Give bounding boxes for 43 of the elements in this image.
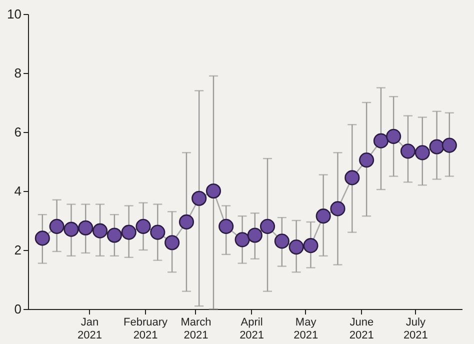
x-tick-label: March 2021 [180, 316, 212, 342]
point [288, 240, 304, 255]
point [164, 235, 180, 250]
point [260, 218, 276, 234]
y-tick-label: 10 [7, 6, 22, 22]
point [136, 218, 151, 234]
point [106, 228, 122, 243]
x-tick-label: May 2021 [294, 316, 318, 342]
x-tick-label: July 2021 [403, 316, 428, 342]
point [218, 218, 234, 234]
point [400, 144, 416, 159]
point [64, 222, 79, 237]
point [206, 183, 222, 199]
point [303, 238, 318, 254]
y-tick-label: 2 [14, 242, 22, 258]
y-tick-label: 6 [14, 124, 22, 140]
x-tick-label: April 2021 [240, 316, 264, 342]
point [121, 224, 136, 240]
y-tick-label: 0 [14, 302, 22, 316]
y-tick-label: 8 [14, 66, 22, 80]
point [92, 223, 108, 238]
point [192, 190, 207, 206]
point [429, 139, 444, 154]
point [78, 220, 94, 236]
point [330, 201, 346, 216]
point [234, 232, 250, 248]
point [359, 152, 374, 168]
point [414, 145, 430, 160]
point [34, 230, 50, 246]
point [247, 228, 262, 243]
x-tick-label: June 2021 [349, 316, 374, 342]
y-tick-label: 4 [14, 184, 22, 198]
point [373, 133, 389, 148]
point [316, 208, 331, 224]
point [150, 224, 166, 240]
point [274, 234, 290, 249]
point [178, 214, 194, 230]
point [344, 170, 360, 186]
x-tick-label: February 2021 [124, 316, 168, 342]
point [442, 138, 457, 153]
point [386, 128, 402, 144]
point [49, 218, 64, 234]
x-tick-label: Jan 2021 [77, 316, 102, 342]
